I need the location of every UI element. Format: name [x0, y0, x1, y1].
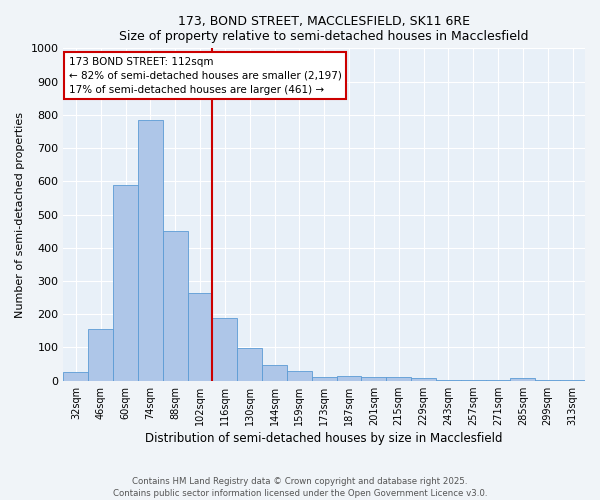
Bar: [88, 329, 113, 380]
Text: Contains HM Land Registry data © Crown copyright and database right 2025.
Contai: Contains HM Land Registry data © Crown c…: [113, 476, 487, 498]
Bar: [212, 318, 237, 380]
Bar: [411, 378, 436, 380]
Bar: [188, 292, 212, 380]
Title: 173, BOND STREET, MACCLESFIELD, SK11 6RE
Size of property relative to semi-detac: 173, BOND STREET, MACCLESFIELD, SK11 6RE…: [119, 15, 529, 43]
X-axis label: Distribution of semi-detached houses by size in Macclesfield: Distribution of semi-detached houses by …: [145, 432, 503, 445]
Text: 173 BOND STREET: 112sqm
← 82% of semi-detached houses are smaller (2,197)
17% of: 173 BOND STREET: 112sqm ← 82% of semi-de…: [68, 56, 341, 94]
Bar: [287, 372, 312, 380]
Bar: [163, 231, 188, 380]
Bar: [113, 184, 138, 380]
Bar: [312, 376, 337, 380]
Bar: [262, 365, 287, 380]
Bar: [511, 378, 535, 380]
Bar: [237, 348, 262, 380]
Bar: [386, 378, 411, 380]
Bar: [361, 376, 386, 380]
Y-axis label: Number of semi-detached properties: Number of semi-detached properties: [15, 112, 25, 318]
Bar: [64, 372, 88, 380]
Bar: [138, 120, 163, 380]
Bar: [337, 376, 361, 380]
